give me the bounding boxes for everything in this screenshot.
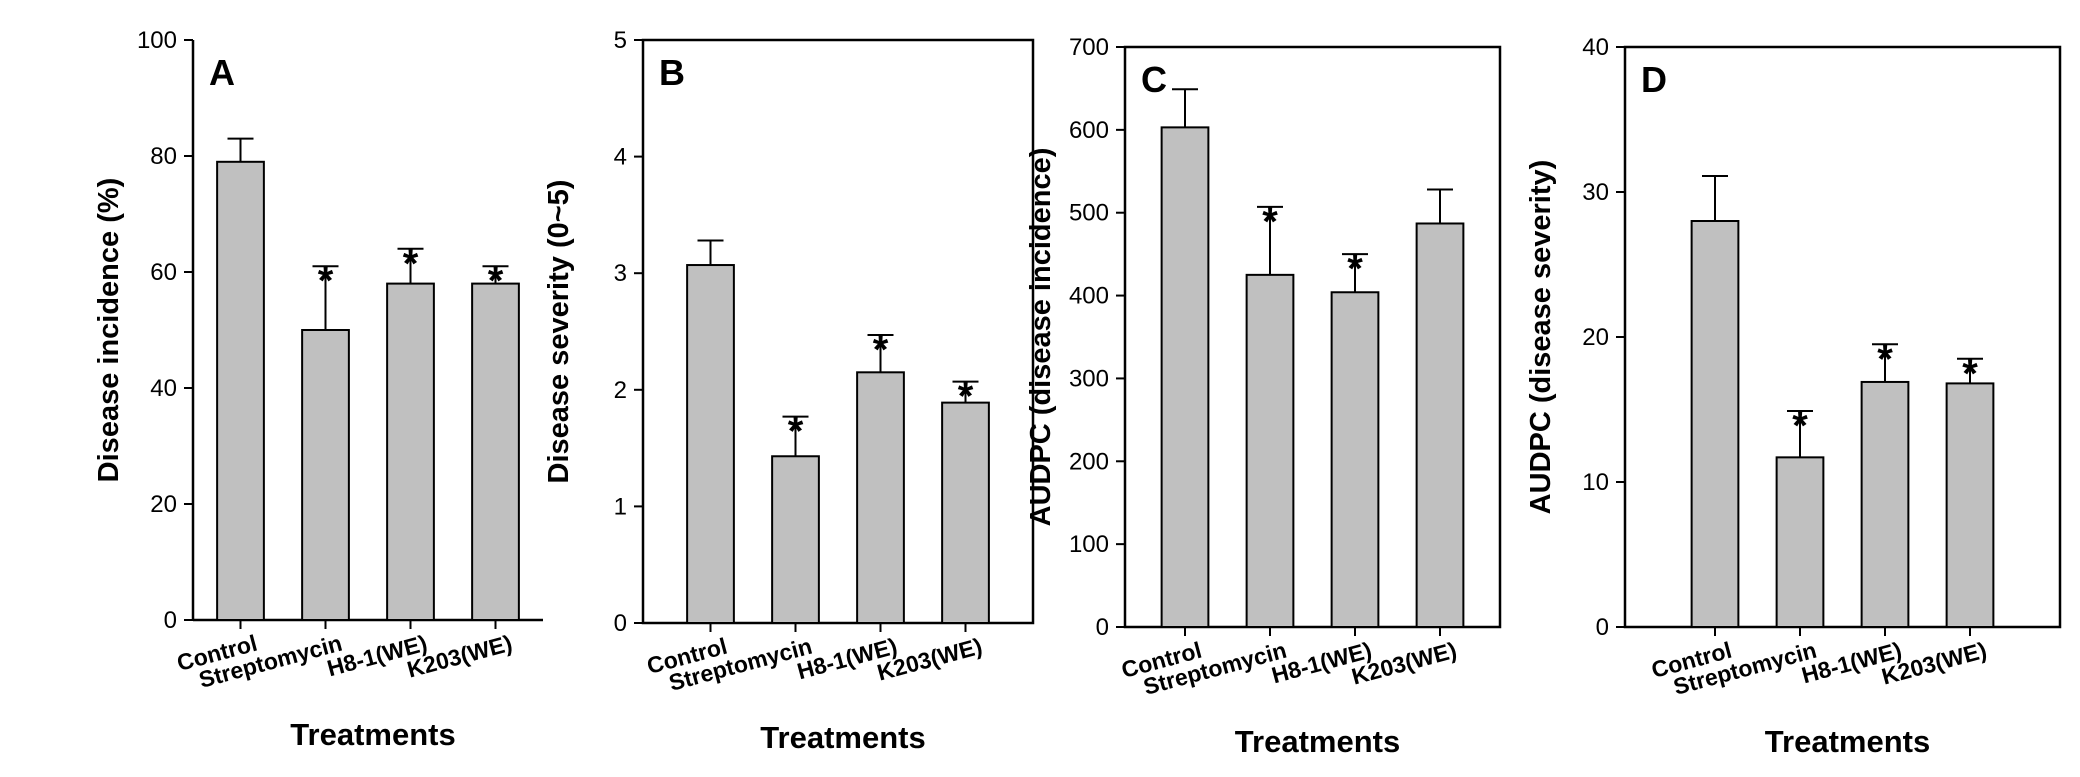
significance-marker: * [1347,247,1363,291]
y-tick-label: 400 [1069,283,1109,310]
significance-marker: * [1262,200,1278,244]
plot-frame [1123,45,1502,629]
bar [386,282,435,621]
y-axis-title: AUDPC (disease severity) [1525,160,1557,515]
significance-marker: * [1792,404,1808,448]
x-axis-title: Treatments [1235,724,1400,759]
y-tick-label: 40 [1582,34,1609,61]
y-axis-title: Disease severity (0~5) [543,180,575,484]
x-axis-title: Treatments [1765,724,1930,759]
panel-label: C [1141,59,1167,100]
y-tick-label: 0 [614,610,627,637]
bar [1860,380,1910,629]
bar [771,455,820,624]
y-tick-label: 200 [1069,448,1109,475]
significance-marker: * [488,259,504,303]
significance-marker: * [1962,352,1978,396]
bar [1415,222,1465,628]
y-tick-label: 700 [1069,34,1109,61]
y-tick-label: 2 [614,377,627,404]
bar [941,401,990,624]
y-tick-label: 10 [1582,469,1609,496]
y-tick-label: 300 [1069,365,1109,392]
y-tick-label: 0 [1096,614,1109,641]
significance-marker: * [1877,337,1893,381]
y-tick-label: 600 [1069,117,1109,144]
bar [1160,126,1210,628]
bar [856,371,905,624]
bar [1775,456,1825,628]
y-tick-label: 5 [614,27,627,54]
x-axis-title: Treatments [760,720,925,755]
bar [1690,220,1740,628]
bar [1945,382,1995,628]
y-tick-label: 60 [150,259,177,286]
y-axis-title: Disease incidence (%) [93,178,125,483]
y-tick-label: 1 [614,493,627,520]
y-tick-label: 4 [614,144,627,171]
bar [471,282,520,621]
panel-a: 020406080100Control*Streptomycin*H8-1(WE… [93,27,543,752]
y-tick-label: 0 [164,607,177,634]
y-tick-label: 30 [1582,179,1609,206]
y-tick-label: 3 [614,260,627,287]
y-tick-label: 40 [150,375,177,402]
panel-label: A [209,52,235,93]
significance-marker: * [788,410,804,454]
bar [686,264,735,624]
plot-frame [641,38,1035,625]
significance-marker: * [958,375,974,419]
panel-c: 0100200300400500600700Control*Streptomyc… [1025,34,1502,759]
panel-b: 012345Control*Streptomycin*H8-1(WE)*K203… [543,27,1035,755]
panel-label: D [1641,59,1667,100]
significance-marker: * [318,259,334,303]
y-tick-label: 20 [1582,324,1609,351]
panel-label: B [659,52,685,93]
x-axis-title: Treatments [290,717,455,752]
y-tick-label: 100 [137,27,177,54]
y-tick-label: 500 [1069,200,1109,227]
significance-marker: * [873,328,889,372]
y-tick-label: 20 [150,491,177,518]
y-tick-label: 100 [1069,531,1109,558]
significance-marker: * [403,242,419,286]
plot-frame [1623,45,2062,629]
bar [216,160,265,622]
bar [1330,291,1380,628]
bar [301,329,350,621]
y-tick-label: 0 [1596,614,1609,641]
y-axis-title: AUDPC (disease incidence) [1025,148,1057,527]
y-tick-label: 80 [150,143,177,170]
bar [1245,273,1295,628]
panel-d: 010203040Control*Streptomycin*H8-1(WE)*K… [1525,34,2062,759]
